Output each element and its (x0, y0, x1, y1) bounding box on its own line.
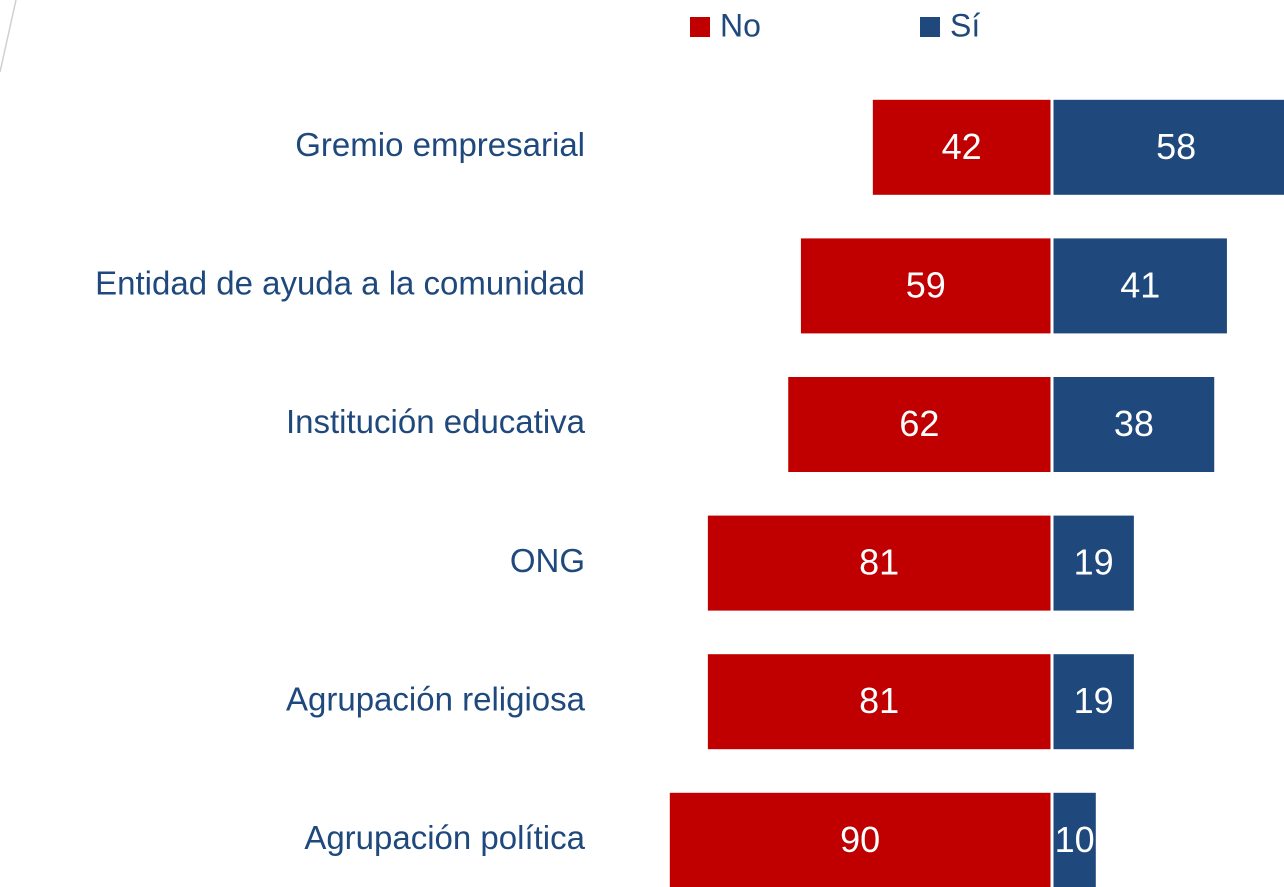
value-label: 81 (859, 542, 899, 583)
bar-segment (707, 515, 1051, 611)
bar-segment (1053, 792, 1096, 887)
bar-segment (1053, 654, 1134, 750)
category-label: ONG (510, 542, 585, 579)
bar-segment (1053, 99, 1284, 195)
value-label: 10 (1055, 819, 1095, 860)
bar-segment (788, 377, 1051, 472)
bar-segment (872, 99, 1051, 195)
category-label: Gremio empresarial (295, 126, 585, 163)
value-label: 59 (906, 264, 946, 305)
bar-segment (707, 654, 1051, 750)
value-label: 42 (942, 126, 982, 167)
bar-segment (1053, 377, 1215, 472)
value-label: 41 (1120, 264, 1160, 305)
value-label: 19 (1074, 542, 1114, 583)
bar-segment (669, 792, 1051, 887)
legend-swatch (920, 17, 940, 37)
category-label: Entidad de ayuda a la comunidad (95, 265, 585, 302)
bar-segment (800, 238, 1051, 334)
legend-label: Sí (950, 7, 980, 43)
value-label: 62 (899, 403, 939, 444)
value-label: 90 (840, 819, 880, 860)
decoration-line (0, 0, 17, 73)
category-label: Institución educativa (286, 403, 586, 440)
value-label: 58 (1156, 126, 1196, 167)
legend-swatch (690, 17, 710, 37)
legend-label: No (720, 7, 761, 43)
bar-segment (1053, 515, 1134, 611)
bar-segment (1053, 238, 1227, 334)
value-label: 38 (1114, 403, 1154, 444)
category-label: Agrupación política (304, 819, 585, 856)
value-label: 19 (1074, 680, 1114, 721)
category-label: Agrupación religiosa (286, 680, 586, 717)
value-label: 81 (859, 680, 899, 721)
